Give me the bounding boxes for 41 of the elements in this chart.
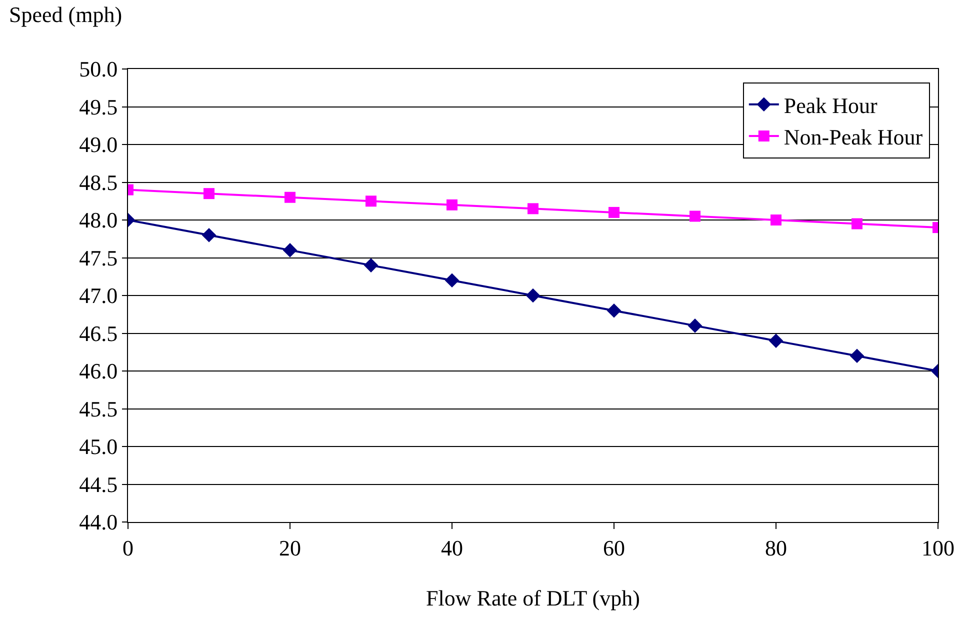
point [204, 188, 214, 200]
point [690, 210, 700, 222]
point [526, 288, 540, 303]
point [202, 228, 216, 242]
point [688, 318, 702, 333]
y-tick-label: 44.5 [79, 472, 118, 497]
x-tick-label: 60 [603, 535, 625, 560]
point [606, 303, 622, 318]
y-tick-label: 49.0 [79, 132, 118, 158]
x-tick-label: 100 [922, 535, 954, 560]
point [852, 218, 862, 230]
y-tick-label: 44.0 [79, 510, 118, 535]
x-axis-title: Flow Rate of DLT (vph) [426, 585, 640, 610]
y-tick-label: 45.0 [79, 434, 118, 460]
y-tick-label: 49.5 [79, 94, 118, 120]
legend-label: Peak Hour [784, 92, 878, 118]
point [282, 243, 298, 258]
point [284, 192, 296, 203]
y-tick-label: 45.5 [79, 396, 118, 422]
x-tick-label: 40 [441, 535, 463, 560]
x-tick-label: 0 [122, 535, 134, 560]
y-axis-title: Speed (mph) [9, 2, 122, 27]
x-tick-label: 20 [279, 535, 301, 560]
y-tick-label: 48.0 [79, 208, 118, 233]
x-tick-label: 80 [765, 535, 787, 560]
point [608, 206, 620, 218]
point [364, 258, 378, 272]
y-tick-label: 50.0 [79, 56, 118, 82]
y-tick-label: 46.5 [79, 320, 118, 346]
point [768, 334, 784, 348]
y-tick-label: 47.5 [79, 245, 118, 270]
y-tick-label: 47.0 [79, 283, 118, 308]
y-tick-label: 46.0 [79, 358, 118, 384]
point [528, 203, 538, 214]
y-tick-label: 48.5 [79, 170, 118, 195]
point [444, 273, 460, 288]
legend-label: Non-Peak Hour [784, 124, 924, 150]
point [770, 214, 782, 226]
point [850, 348, 864, 364]
point [366, 196, 376, 207]
point [446, 199, 458, 210]
